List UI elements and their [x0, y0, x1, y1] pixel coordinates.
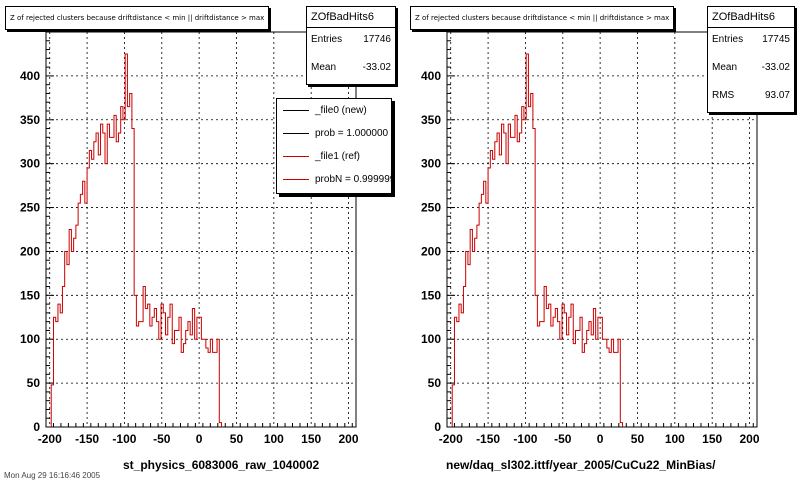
- right-y-tick-label: 150: [421, 288, 441, 302]
- legend-entry: _file0 (new): [277, 99, 391, 122]
- left-stats-box: ZOfBadHits6 Entries 17746 Mean -33.02: [306, 6, 396, 85]
- right-x-tick-label: -50: [554, 432, 572, 446]
- legend-line-ref: [283, 156, 309, 157]
- right-stats-entries-value: 17745: [762, 34, 790, 45]
- left-stats-entries-label: Entries: [311, 34, 343, 45]
- left-x-tick-label: 0: [196, 432, 203, 446]
- legend-line-new: [283, 110, 309, 111]
- timestamp-footer: Mon Aug 29 16:16:46 2005: [4, 471, 101, 480]
- right-histogram-series: [451, 53, 624, 427]
- right-x-axis-title: new/daq_sl302.ittf/year_2005/CuCu22_MinB…: [446, 458, 716, 472]
- left-stats-mean-label: Mean: [311, 62, 337, 73]
- right-stats-box: ZOfBadHits6 Entries 17745 Mean -33.02 RMS 9…: [707, 6, 795, 113]
- left-stats-mean-value: -33.02: [362, 62, 391, 73]
- left-y-tick-label: 50: [27, 376, 41, 390]
- legend-line-probn: [283, 179, 309, 180]
- legend-label: probN = 0.999999: [315, 174, 392, 185]
- left-x-tick-label: 150: [301, 432, 321, 446]
- left-histogram-series: [50, 53, 223, 427]
- left-stats-entries-value: 17746: [363, 34, 391, 45]
- left-plot-frame: [45, 31, 357, 428]
- right-y-tick-label: 250: [421, 201, 441, 215]
- legend-label: _file1 (ref): [315, 151, 361, 162]
- left-y-tick-label: 150: [20, 288, 40, 302]
- right-y-tick-label: 200: [421, 244, 441, 258]
- right-y-tick-label: 350: [421, 113, 441, 127]
- legend-entry: prob = 1.000000: [277, 122, 391, 145]
- left-y-tick-label: 0: [33, 420, 40, 434]
- left-x-tick-label: -100: [112, 432, 136, 446]
- left-stats-name: ZOfBadHits6: [307, 7, 395, 28]
- right-y-tick-label: 400: [421, 69, 441, 83]
- legend-entry: _file1 (ref): [277, 145, 391, 168]
- right-x-tick-label: -150: [476, 432, 500, 446]
- left-x-tick-label: -200: [38, 432, 62, 446]
- right-y-tick-label: 300: [421, 157, 441, 171]
- legend-box: _file0 (new) prob = 1.000000 _file1 (ref…: [276, 98, 392, 194]
- right-histogram-title: Z of rejected clusters because driftdist…: [410, 6, 675, 30]
- left-x-tick-label: 200: [339, 432, 359, 446]
- right-y-tick-label: 50: [428, 376, 442, 390]
- left-y-tick-label: 200: [20, 244, 40, 258]
- right-x-tick-label: 100: [665, 432, 685, 446]
- right-x-tick-label: 50: [631, 432, 645, 446]
- legend-line-prob: [283, 133, 309, 134]
- right-x-tick-label: 0: [597, 432, 604, 446]
- left-x-tick-label: 100: [264, 432, 284, 446]
- left-y-tick-label: 350: [20, 113, 40, 127]
- right-stats-mean-label: Mean: [712, 62, 738, 73]
- right-x-tick-label: 150: [702, 432, 722, 446]
- left-y-tick-label: 100: [20, 332, 40, 346]
- right-x-tick-label: -200: [439, 432, 463, 446]
- left-x-axis-title: st_physics_6083006_raw_1040002: [123, 458, 320, 472]
- left-y-tick-label: 400: [20, 69, 40, 83]
- right-y-tick-label: 100: [421, 332, 441, 346]
- right-stats-rms-value: 93.07: [764, 90, 790, 101]
- legend-label: prob = 1.000000: [315, 128, 389, 139]
- right-stats-mean-value: -33.02: [761, 62, 790, 73]
- left-x-tick-label: -50: [153, 432, 171, 446]
- right-x-tick-label: 200: [740, 432, 760, 446]
- left-x-tick-label: -150: [75, 432, 99, 446]
- right-plot-frame: [446, 31, 758, 428]
- right-x-tick-label: -100: [513, 432, 537, 446]
- left-y-tick-label: 300: [20, 157, 40, 171]
- right-stats-name: ZOfBadHits6: [708, 7, 794, 28]
- left-x-tick-label: 50: [230, 432, 244, 446]
- right-y-tick-label: 0: [434, 420, 441, 434]
- right-stats-entries-label: Entries: [712, 34, 744, 45]
- right-stats-rms-label: RMS: [712, 90, 735, 101]
- legend-label: _file0 (new): [315, 105, 367, 116]
- legend-entry: probN = 0.999999: [277, 168, 391, 191]
- left-histogram-title: Z of rejected clusters because driftdist…: [5, 6, 270, 30]
- left-y-tick-label: 250: [20, 201, 40, 215]
